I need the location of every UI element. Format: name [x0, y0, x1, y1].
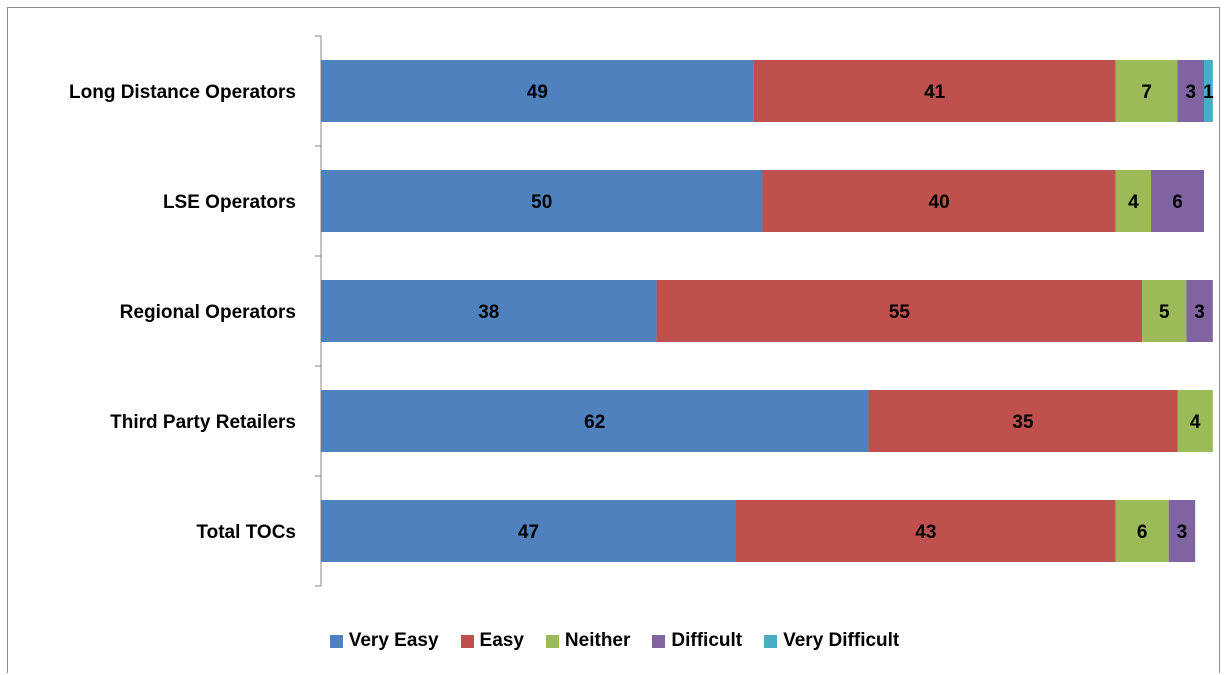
legend-label: Easy — [479, 630, 524, 651]
bar-segment — [1115, 60, 1178, 122]
legend-item: Difficult — [652, 630, 742, 652]
bar-segment — [1186, 280, 1213, 342]
bar-segment — [1142, 280, 1187, 342]
data-label: 43 — [915, 522, 936, 543]
legend-swatch — [764, 634, 778, 648]
legend-label: Neither — [564, 630, 631, 651]
data-label: 38 — [478, 302, 499, 323]
bars: 49 41 7 3 150 40 4 638 55 5 362 35 447 43 6 3 — [321, 60, 1214, 562]
bar-segment — [762, 170, 1116, 232]
bar-segment — [321, 60, 754, 122]
bar-segment — [321, 280, 657, 342]
legend-label: Difficult — [671, 630, 743, 651]
category-labels: Long Distance Operators LSE Operators Regi… — [69, 82, 296, 543]
bar-segment — [736, 500, 1116, 562]
category-axis — [315, 35, 322, 587]
data-label: 3 — [1185, 82, 1196, 103]
bar-segment — [1115, 500, 1169, 562]
data-label: 47 — [518, 522, 539, 543]
data-label: 6 — [1137, 522, 1148, 543]
legend-swatch — [652, 634, 666, 648]
legend-swatch — [460, 634, 474, 648]
legend-label: Very Difficult — [783, 630, 900, 651]
data-label: 4 — [1190, 412, 1201, 433]
bar-segment — [868, 390, 1178, 452]
bar-segment — [321, 500, 737, 562]
category-label: Long Distance Operators — [69, 82, 296, 103]
legend-item: Very Easy — [329, 630, 439, 652]
category-label: LSE Operators — [163, 192, 296, 213]
bar-segment — [1151, 170, 1204, 232]
bar-segment — [656, 280, 1143, 342]
bar-segment — [1168, 500, 1196, 562]
legend-item: Easy — [460, 630, 524, 652]
data-label: 40 — [929, 192, 950, 213]
data-label: 3 — [1177, 522, 1188, 543]
bar-segment — [321, 170, 763, 232]
bar-segment — [1177, 60, 1204, 122]
legend: Very Easy Easy Neither Difficult Very Diffic… — [0, 626, 1229, 656]
legend-swatch — [329, 634, 343, 648]
bar-segment — [753, 60, 1116, 122]
legend-item: Neither — [545, 630, 631, 652]
data-label: 7 — [1141, 82, 1152, 103]
legend-label: Very Easy — [348, 630, 439, 651]
data-label: 1 — [1203, 82, 1214, 103]
legend-swatch — [545, 634, 559, 648]
data-label: 41 — [924, 82, 946, 103]
data-label: 50 — [531, 192, 552, 213]
bar-segment — [1177, 390, 1213, 452]
category-label: Third Party Retailers — [110, 412, 296, 433]
bar-segment — [321, 390, 869, 452]
data-label: 3 — [1194, 302, 1205, 323]
category-label: Regional Operators — [120, 302, 296, 323]
data-label: 4 — [1128, 192, 1139, 213]
data-label: 55 — [889, 302, 911, 323]
data-label: 35 — [1012, 412, 1034, 433]
legend-item: Very Difficult — [764, 630, 899, 652]
bar-segment — [1204, 60, 1213, 122]
data-label: 62 — [584, 412, 605, 433]
bar-segment — [1115, 170, 1152, 232]
category-label: Total TOCs — [196, 522, 296, 543]
data-label: 49 — [527, 82, 548, 103]
data-label: 5 — [1159, 302, 1170, 323]
data-label: 6 — [1172, 192, 1183, 213]
